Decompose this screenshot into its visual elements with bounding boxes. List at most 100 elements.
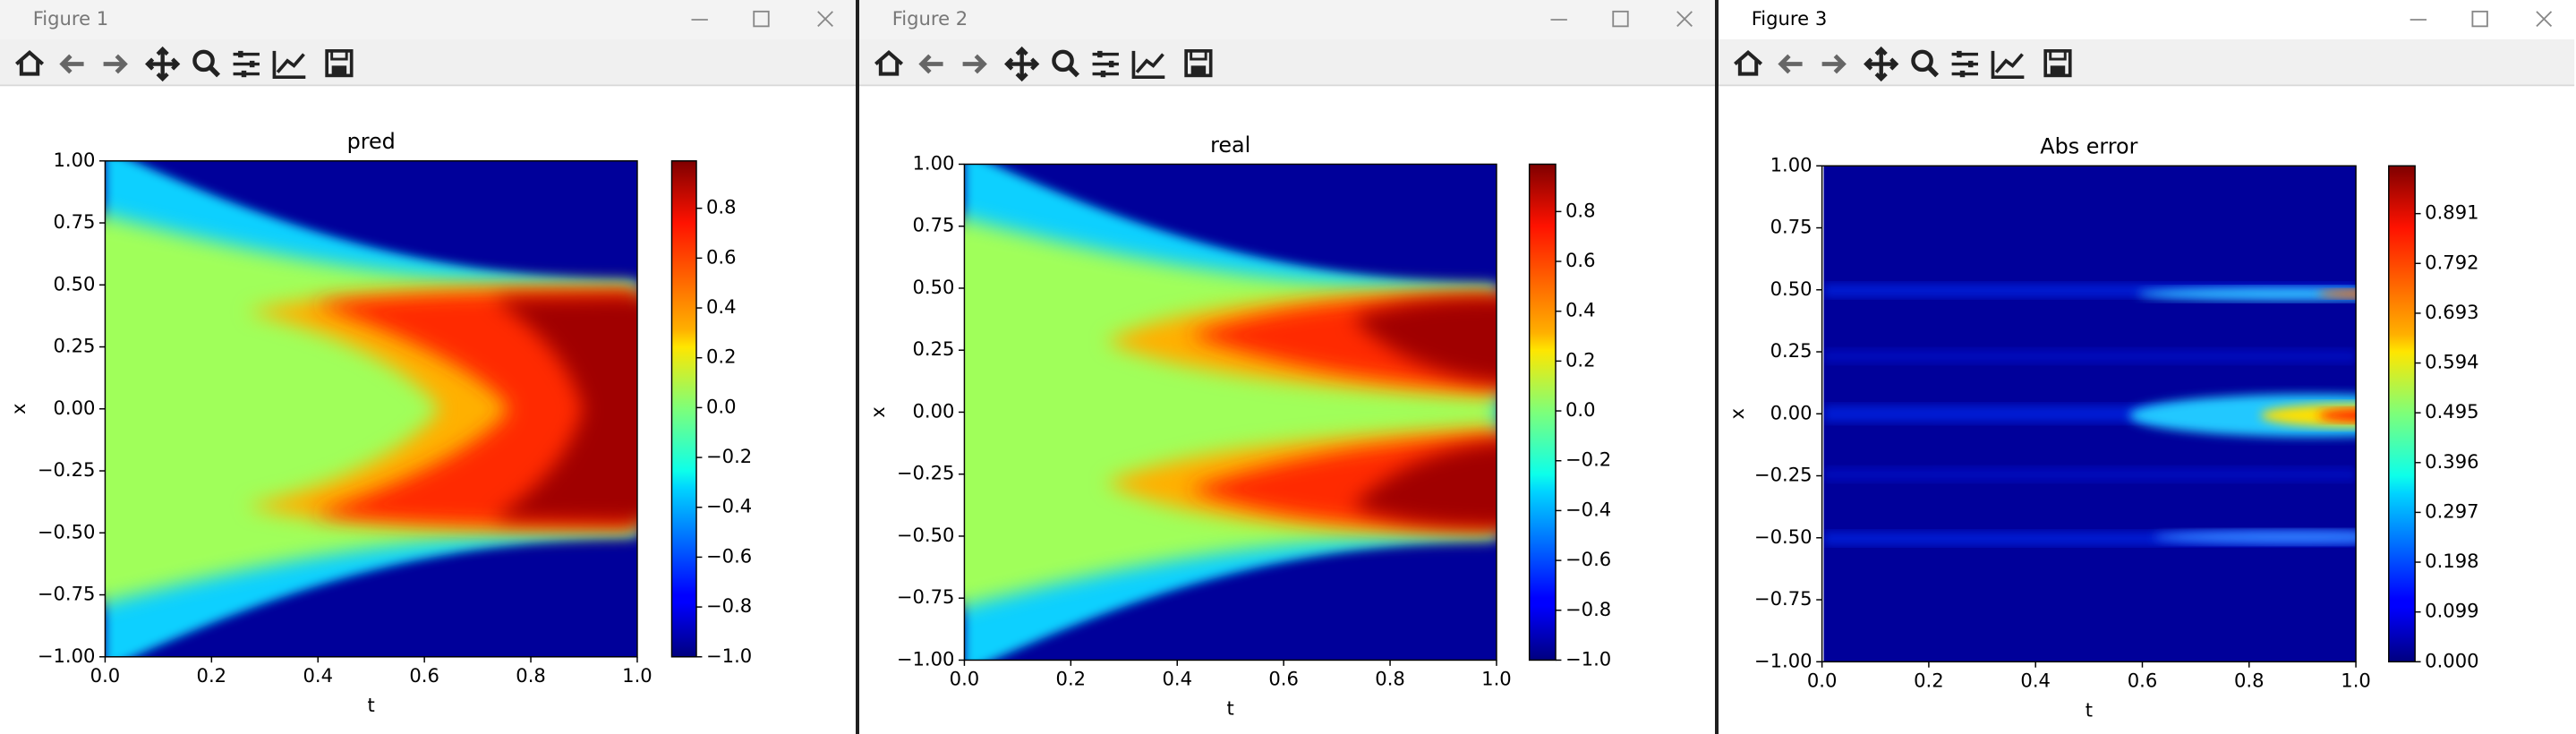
y-tick-label: 1.00 [912,151,954,174]
colorbar-tick-label: 0.198 [2425,550,2478,572]
x-tick-label: 0.6 [2128,669,2158,691]
y-axis-label: x [866,406,889,417]
colorbar-tick-label: 0.8 [706,196,737,218]
y-tick-label: −0.25 [1754,464,1813,486]
colorbar-tick-label: 0.693 [2425,301,2478,323]
heatmap-image [925,151,1516,673]
y-tick-label: 0.00 [912,399,954,422]
title-bar [859,0,1715,40]
x-tick-label: 0.6 [409,664,439,687]
y-tick-label: −1.00 [1754,649,1813,671]
colorbar-tick-label: 0.6 [706,245,737,268]
title-bar [0,0,856,40]
x-tick-label: 0.4 [303,664,333,687]
colorbar-tick-label: −0.2 [706,445,752,467]
colorbar-tick-label: 0.792 [2425,251,2478,273]
x-tick-label: 0.8 [2234,669,2265,691]
y-tick-label: 1.00 [53,149,95,171]
colorbar-tick-label: 0.099 [2425,600,2478,622]
colorbar [670,160,697,658]
x-tick-label: 0.0 [1807,669,1838,691]
colorbar-tick-label: 0.594 [2425,351,2478,373]
chart-title: real [1210,132,1250,158]
y-axis-label: x [1726,408,1748,419]
colorbar-tick-label: 0.000 [2425,649,2478,671]
x-tick-label: 0.0 [90,664,121,687]
colorbar-tick-label: 0.4 [706,295,737,318]
x-axis-label: t [1227,696,1234,719]
colorbar-tick-label: 0.2 [706,346,737,368]
x-axis-label: t [368,694,375,716]
y-tick-label: 0.75 [912,214,954,236]
toolbar[interactable] [1719,39,2574,85]
x-tick-label: 0.0 [950,667,980,689]
x-tick-label: 0.4 [2020,669,2051,691]
y-tick-label: −0.75 [897,585,955,608]
colorbar-tick-label: 0.0 [706,395,737,417]
colorbar [1528,163,1557,661]
title-bar [1719,0,2576,40]
colorbar-tick-label: −1.0 [1565,647,1611,670]
y-tick-label: 0.25 [1770,339,1813,362]
x-tick-label: 0.2 [1056,667,1087,689]
colorbar-tick-label: −0.4 [706,495,752,517]
colorbar-tick-label: 0.4 [1565,299,1596,321]
y-tick-label: −0.25 [38,458,96,481]
y-tick-label: 0.75 [1770,216,1813,238]
window-title: Figure 2 [892,7,968,30]
y-tick-label: 0.75 [53,210,95,233]
x-tick-label: 0.8 [516,664,546,687]
y-tick-label: −0.50 [897,524,955,546]
x-tick-label: 0.4 [1162,667,1192,689]
y-tick-label: 0.25 [53,335,95,357]
colorbar-tick-label: −1.0 [706,644,752,667]
colorbar-tick-label: 0.396 [2425,450,2478,473]
colorbar-tick-label: −0.2 [1565,448,1611,471]
colorbar-tick-label: 0.297 [2425,499,2478,522]
colorbar-tick-label: −0.6 [706,544,752,567]
colorbar [2388,165,2416,663]
colorbar-tick-label: 0.495 [2425,400,2478,422]
y-tick-label: 0.00 [1770,401,1813,423]
window: Figure 3 Abs error t x 0.0 0.2 0.4 0.6 0.8 1.0 −1… [1719,0,2576,734]
colorbar-tick-label: −0.6 [1565,548,1611,570]
colorbar-tick-label: 0.0 [1565,398,1596,421]
window-title: Figure 3 [1752,7,1828,30]
x-tick-label: 1.0 [622,664,653,687]
heatmap-image [65,148,657,670]
colorbar-tick-label: −0.4 [1565,498,1611,520]
colorbar-tick-label: 0.6 [1565,249,1596,271]
y-tick-label: −0.75 [38,583,96,605]
y-tick-label: 0.00 [53,397,95,419]
y-tick-label: 0.50 [53,272,95,294]
window: Figure 1 pred t x 0.0 0.2 0.4 0.6 0.8 1.0 −1.00 −0… [0,0,856,734]
window: Figure 2 real t x 0.0 0.2 0.4 0.6 0.8 1.0 −1.00 −0… [859,0,1715,734]
x-tick-label: 0.2 [197,664,227,687]
toolbar[interactable] [859,39,1715,85]
toolbar[interactable] [0,39,856,85]
colorbar-tick-label: 0.891 [2425,201,2478,224]
y-tick-label: −0.50 [1754,525,1813,548]
x-tick-label: 0.6 [1268,667,1299,689]
x-tick-label: 1.0 [2341,669,2371,691]
y-tick-label: 0.50 [912,276,954,298]
window-title: Figure 1 [33,7,108,30]
chart-title: pred [347,129,396,154]
y-axis-label: x [7,404,30,414]
colorbar-tick-label: −0.8 [706,594,752,617]
x-tick-label: 0.8 [1375,667,1405,689]
axes-frame [1821,165,2357,663]
y-tick-label: 0.25 [912,337,954,360]
colorbar-tick-label: 0.8 [1565,199,1596,221]
y-tick-label: 1.00 [1770,153,1813,175]
y-tick-label: −0.50 [38,520,96,542]
colorbar-tick-label: −0.8 [1565,598,1611,620]
y-tick-label: −0.75 [1754,587,1813,610]
x-tick-label: 0.2 [1914,669,1944,691]
y-tick-label: −1.00 [897,647,955,670]
y-tick-label: 0.50 [1770,277,1813,300]
x-axis-label: t [2086,698,2093,721]
chart-title: Abs error [2040,134,2137,159]
x-tick-label: 1.0 [1481,667,1512,689]
